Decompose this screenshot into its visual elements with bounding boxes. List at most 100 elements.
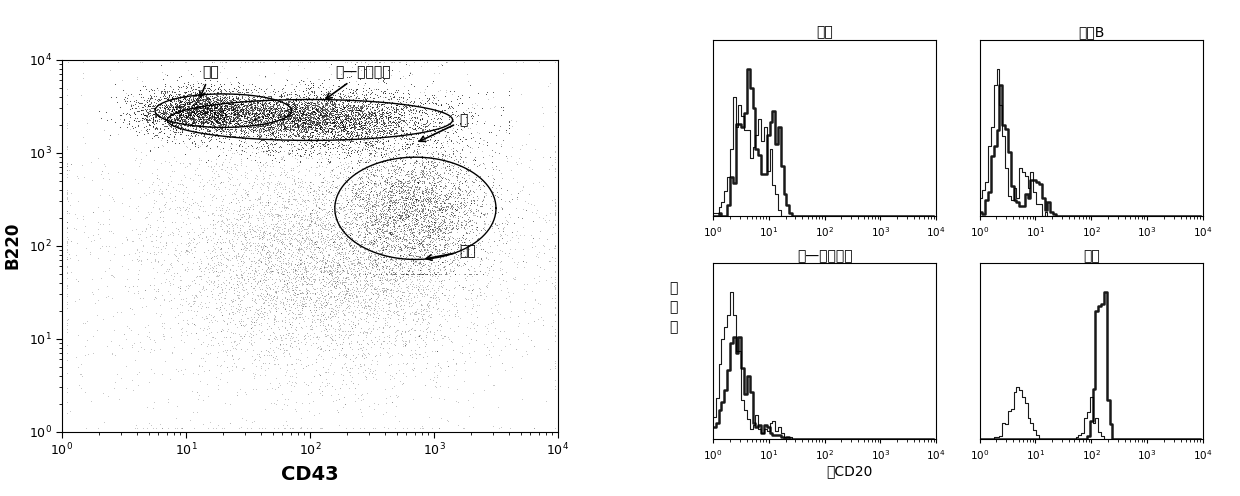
Point bbox=[193, 86, 213, 94]
Point bbox=[327, 256, 347, 264]
Point bbox=[443, 139, 463, 147]
Point bbox=[156, 241, 176, 249]
Point bbox=[330, 217, 350, 225]
Point bbox=[336, 84, 356, 92]
Point bbox=[448, 312, 467, 320]
Point bbox=[458, 241, 477, 249]
Point bbox=[184, 106, 203, 114]
Point bbox=[399, 191, 419, 199]
Point bbox=[195, 76, 215, 84]
Point bbox=[415, 216, 435, 224]
Point bbox=[353, 263, 373, 271]
Point bbox=[356, 208, 376, 216]
Point bbox=[327, 277, 347, 285]
Point bbox=[402, 248, 422, 256]
Point bbox=[265, 134, 285, 142]
Point bbox=[320, 269, 340, 277]
Point bbox=[253, 234, 273, 242]
Point bbox=[286, 217, 306, 225]
Point bbox=[384, 229, 404, 237]
Point bbox=[372, 167, 392, 175]
Point bbox=[247, 228, 267, 236]
Point bbox=[284, 120, 304, 127]
Point bbox=[228, 259, 248, 267]
Point bbox=[357, 140, 377, 148]
Point bbox=[336, 330, 356, 338]
Point bbox=[368, 285, 388, 293]
Point bbox=[378, 354, 398, 362]
Point bbox=[360, 119, 379, 127]
Point bbox=[403, 259, 423, 267]
Point bbox=[198, 98, 218, 106]
Point bbox=[312, 112, 332, 120]
Point bbox=[456, 257, 476, 265]
Point bbox=[264, 360, 284, 368]
Point bbox=[102, 349, 122, 357]
Point bbox=[289, 151, 309, 159]
Point bbox=[428, 136, 448, 144]
Point bbox=[372, 124, 392, 132]
Point bbox=[279, 114, 299, 122]
Point bbox=[453, 173, 472, 181]
Point bbox=[310, 105, 330, 113]
Point bbox=[327, 406, 347, 414]
Point bbox=[289, 124, 309, 132]
Point bbox=[451, 223, 471, 231]
Point bbox=[246, 258, 265, 266]
Point bbox=[420, 135, 440, 143]
Point bbox=[286, 116, 306, 124]
Point bbox=[179, 242, 198, 250]
Point bbox=[315, 266, 335, 274]
Point bbox=[289, 261, 309, 269]
Point bbox=[373, 108, 393, 116]
Point bbox=[222, 116, 242, 124]
Point bbox=[170, 104, 190, 112]
Point bbox=[264, 118, 284, 125]
Point bbox=[311, 289, 331, 297]
Point bbox=[164, 122, 184, 130]
Point bbox=[327, 408, 347, 416]
Point bbox=[273, 235, 293, 243]
Point bbox=[279, 239, 299, 247]
Point bbox=[303, 105, 322, 113]
Point bbox=[396, 236, 415, 244]
Point bbox=[113, 170, 133, 178]
Point bbox=[192, 81, 212, 89]
Point bbox=[284, 337, 304, 345]
Point bbox=[376, 299, 396, 307]
Point bbox=[150, 110, 170, 118]
Point bbox=[423, 194, 443, 202]
Point bbox=[233, 250, 253, 258]
Point bbox=[531, 263, 551, 271]
Point bbox=[361, 113, 381, 121]
Point bbox=[258, 178, 278, 186]
Point bbox=[237, 102, 257, 110]
Point bbox=[414, 196, 434, 204]
Point bbox=[179, 115, 198, 123]
Point bbox=[360, 198, 379, 206]
Point bbox=[188, 160, 208, 168]
Point bbox=[139, 97, 159, 105]
Point bbox=[420, 180, 440, 188]
Point bbox=[342, 146, 362, 154]
Point bbox=[320, 110, 340, 118]
Point bbox=[180, 219, 200, 227]
Point bbox=[392, 183, 412, 191]
Point bbox=[237, 113, 257, 121]
Point bbox=[320, 292, 340, 300]
Point bbox=[399, 188, 419, 196]
Point bbox=[308, 141, 327, 149]
Point bbox=[331, 261, 351, 269]
Point bbox=[141, 118, 161, 126]
Point bbox=[365, 251, 384, 259]
Point bbox=[254, 136, 274, 144]
Point bbox=[228, 274, 248, 282]
Point bbox=[219, 116, 239, 124]
Point bbox=[405, 163, 425, 171]
Point bbox=[216, 263, 236, 271]
Point bbox=[175, 102, 195, 110]
Point bbox=[219, 220, 239, 228]
Point bbox=[342, 195, 362, 203]
Point bbox=[283, 106, 303, 114]
Point bbox=[482, 248, 502, 256]
